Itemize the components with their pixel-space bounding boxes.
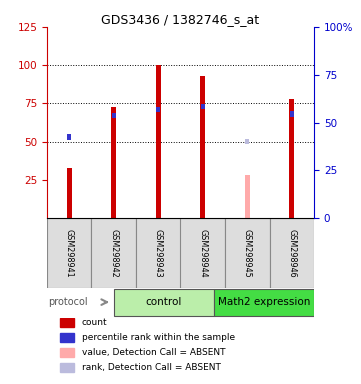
Text: value, Detection Call = ABSENT: value, Detection Call = ABSENT	[82, 348, 225, 357]
Bar	[114, 290, 214, 316]
Text: percentile rank within the sample: percentile rank within the sample	[82, 333, 235, 342]
Bar	[180, 218, 225, 288]
Text: count: count	[82, 318, 107, 327]
Bar	[245, 175, 250, 218]
Text: control: control	[145, 297, 182, 307]
Bar	[47, 218, 91, 288]
Bar	[290, 111, 294, 117]
Bar	[60, 363, 74, 372]
Text: GSM298945: GSM298945	[243, 229, 252, 278]
Text: GSM298941: GSM298941	[65, 229, 74, 277]
Text: Math2 expression: Math2 expression	[218, 297, 310, 307]
Bar	[66, 168, 72, 218]
Text: GSM298943: GSM298943	[154, 229, 163, 277]
Text: GSM298942: GSM298942	[109, 229, 118, 278]
Title: GDS3436 / 1382746_s_at: GDS3436 / 1382746_s_at	[101, 13, 260, 26]
Bar	[156, 65, 161, 218]
Bar	[60, 318, 74, 327]
Bar	[245, 139, 249, 144]
Text: rank, Detection Call = ABSENT: rank, Detection Call = ABSENT	[82, 363, 221, 372]
Text: protocol: protocol	[49, 297, 88, 307]
Bar	[67, 134, 71, 140]
Bar	[270, 218, 314, 288]
Bar	[136, 218, 180, 288]
Bar	[112, 113, 116, 118]
Bar	[60, 333, 74, 342]
Bar	[214, 290, 314, 316]
Bar	[91, 218, 136, 288]
Bar	[289, 99, 295, 218]
Bar	[225, 218, 270, 288]
Bar	[60, 348, 74, 357]
Text: GSM298944: GSM298944	[198, 229, 207, 277]
Text: GSM298946: GSM298946	[287, 229, 296, 277]
Bar	[200, 76, 205, 218]
Bar	[201, 104, 205, 109]
Bar	[111, 106, 116, 218]
Bar	[156, 107, 160, 112]
